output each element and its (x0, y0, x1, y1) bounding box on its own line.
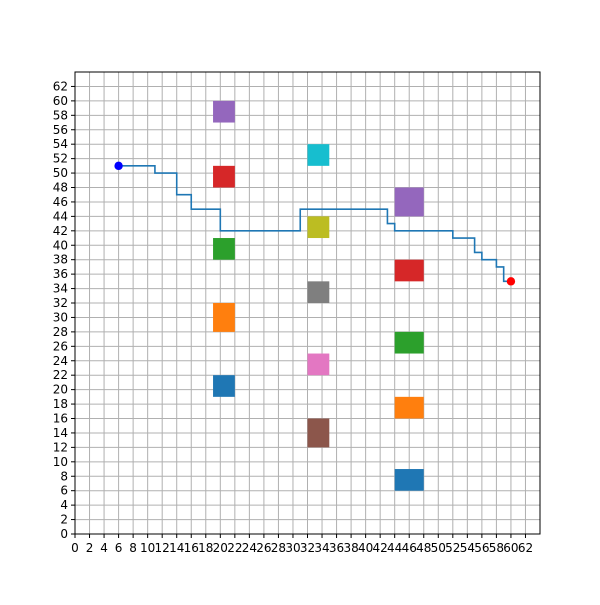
y-tick-label: 22 (53, 368, 68, 382)
y-tick-label: 30 (53, 310, 68, 324)
y-tick-label: 60 (53, 94, 68, 108)
x-tick-label: 42 (373, 541, 388, 555)
x-tick-label: 40 (358, 541, 373, 555)
x-tick-label: 6 (115, 541, 123, 555)
y-tick-label: 52 (53, 152, 68, 166)
x-tick-label: 38 (343, 541, 358, 555)
y-tick-label: 20 (53, 383, 68, 397)
y-tick-label: 26 (53, 339, 68, 353)
x-tick-label: 2 (86, 541, 94, 555)
y-tick-label: 0 (60, 527, 68, 541)
x-tick-label: 44 (387, 541, 402, 555)
goal-marker (506, 277, 516, 286)
x-tick-label: 24 (242, 541, 257, 555)
y-tick-label: 10 (53, 455, 68, 469)
y-axis-ticks: 0246810121416182022242628303234363840424… (53, 79, 75, 541)
x-tick-label: 18 (198, 541, 213, 555)
x-tick-label: 48 (416, 541, 431, 555)
y-tick-label: 4 (60, 498, 68, 512)
y-tick-label: 18 (53, 397, 68, 411)
obstacle-block (394, 396, 424, 419)
x-tick-label: 22 (227, 541, 242, 555)
x-tick-label: 14 (169, 541, 184, 555)
x-tick-label: 8 (129, 541, 137, 555)
x-tick-label: 46 (402, 541, 417, 555)
y-tick-label: 40 (53, 238, 68, 252)
y-tick-label: 8 (60, 469, 68, 483)
obstacle-block (307, 216, 330, 239)
obstacle-block (307, 281, 330, 303)
obstacle-block (213, 375, 235, 397)
grid-lines (74, 71, 541, 535)
obstacle-block (213, 165, 235, 188)
obstacle-block (213, 303, 235, 332)
obstacle-block (394, 187, 424, 217)
obstacle-block (213, 100, 235, 123)
y-tick-label: 50 (53, 166, 68, 180)
x-tick-label: 50 (431, 541, 446, 555)
obstacle-block (213, 238, 235, 260)
path-line (118, 165, 511, 283)
y-tick-label: 34 (53, 282, 68, 296)
x-tick-label: 10 (140, 541, 155, 555)
x-tick-label: 26 (256, 541, 271, 555)
obstacle-block (394, 469, 424, 491)
y-tick-label: 54 (53, 137, 68, 151)
x-tick-label: 0 (71, 541, 79, 555)
x-tick-label: 12 (155, 541, 170, 555)
x-axis-ticks: 0 2 4 6 8 10 12 14 16 18 20 22 24 26 28 30 32 34 36 38 40 42 4… (71, 534, 533, 555)
y-tick-label: 46 (53, 195, 68, 209)
markers (114, 161, 516, 286)
x-tick-label: 60 (503, 541, 518, 555)
obstacle-block (394, 259, 424, 282)
x-tick-label: 62 (518, 541, 533, 555)
x-tick-label: 36 (329, 541, 344, 555)
y-tick-label: 2 (60, 513, 68, 527)
y-tick-label: 56 (53, 123, 68, 137)
obstacle-block (307, 353, 330, 376)
y-tick-label: 24 (53, 354, 68, 368)
y-tick-label: 16 (53, 412, 68, 426)
y-tick-label: 12 (53, 440, 68, 454)
x-tick-label: 34 (314, 541, 329, 555)
y-tick-label: 44 (53, 209, 68, 223)
y-tick-label: 42 (53, 224, 68, 238)
y-tick-label: 32 (53, 296, 68, 310)
path (118, 165, 511, 283)
y-tick-label: 36 (53, 267, 68, 281)
x-tick-label: 20 (213, 541, 228, 555)
x-tick-label: 52 (445, 541, 460, 555)
start-marker (114, 161, 123, 171)
obstacle-block (307, 418, 330, 448)
x-tick-label: 58 (489, 541, 504, 555)
y-tick-label: 58 (53, 108, 68, 122)
x-tick-label: 30 (285, 541, 300, 555)
x-tick-label: 16 (184, 541, 199, 555)
y-tick-label: 62 (53, 79, 68, 93)
y-tick-label: 38 (53, 253, 68, 267)
x-tick-label: 4 (100, 541, 108, 555)
x-tick-label: 56 (474, 541, 489, 555)
x-tick-label: 32 (300, 541, 315, 555)
obstacles (213, 100, 424, 491)
y-tick-label: 6 (60, 484, 68, 498)
x-tick-label: 28 (271, 541, 286, 555)
x-tick-label: 54 (460, 541, 475, 555)
y-tick-label: 28 (53, 325, 68, 339)
y-tick-label: 14 (53, 426, 68, 440)
obstacle-block (307, 144, 330, 166)
y-tick-label: 48 (53, 181, 68, 195)
obstacle-block (394, 331, 424, 354)
